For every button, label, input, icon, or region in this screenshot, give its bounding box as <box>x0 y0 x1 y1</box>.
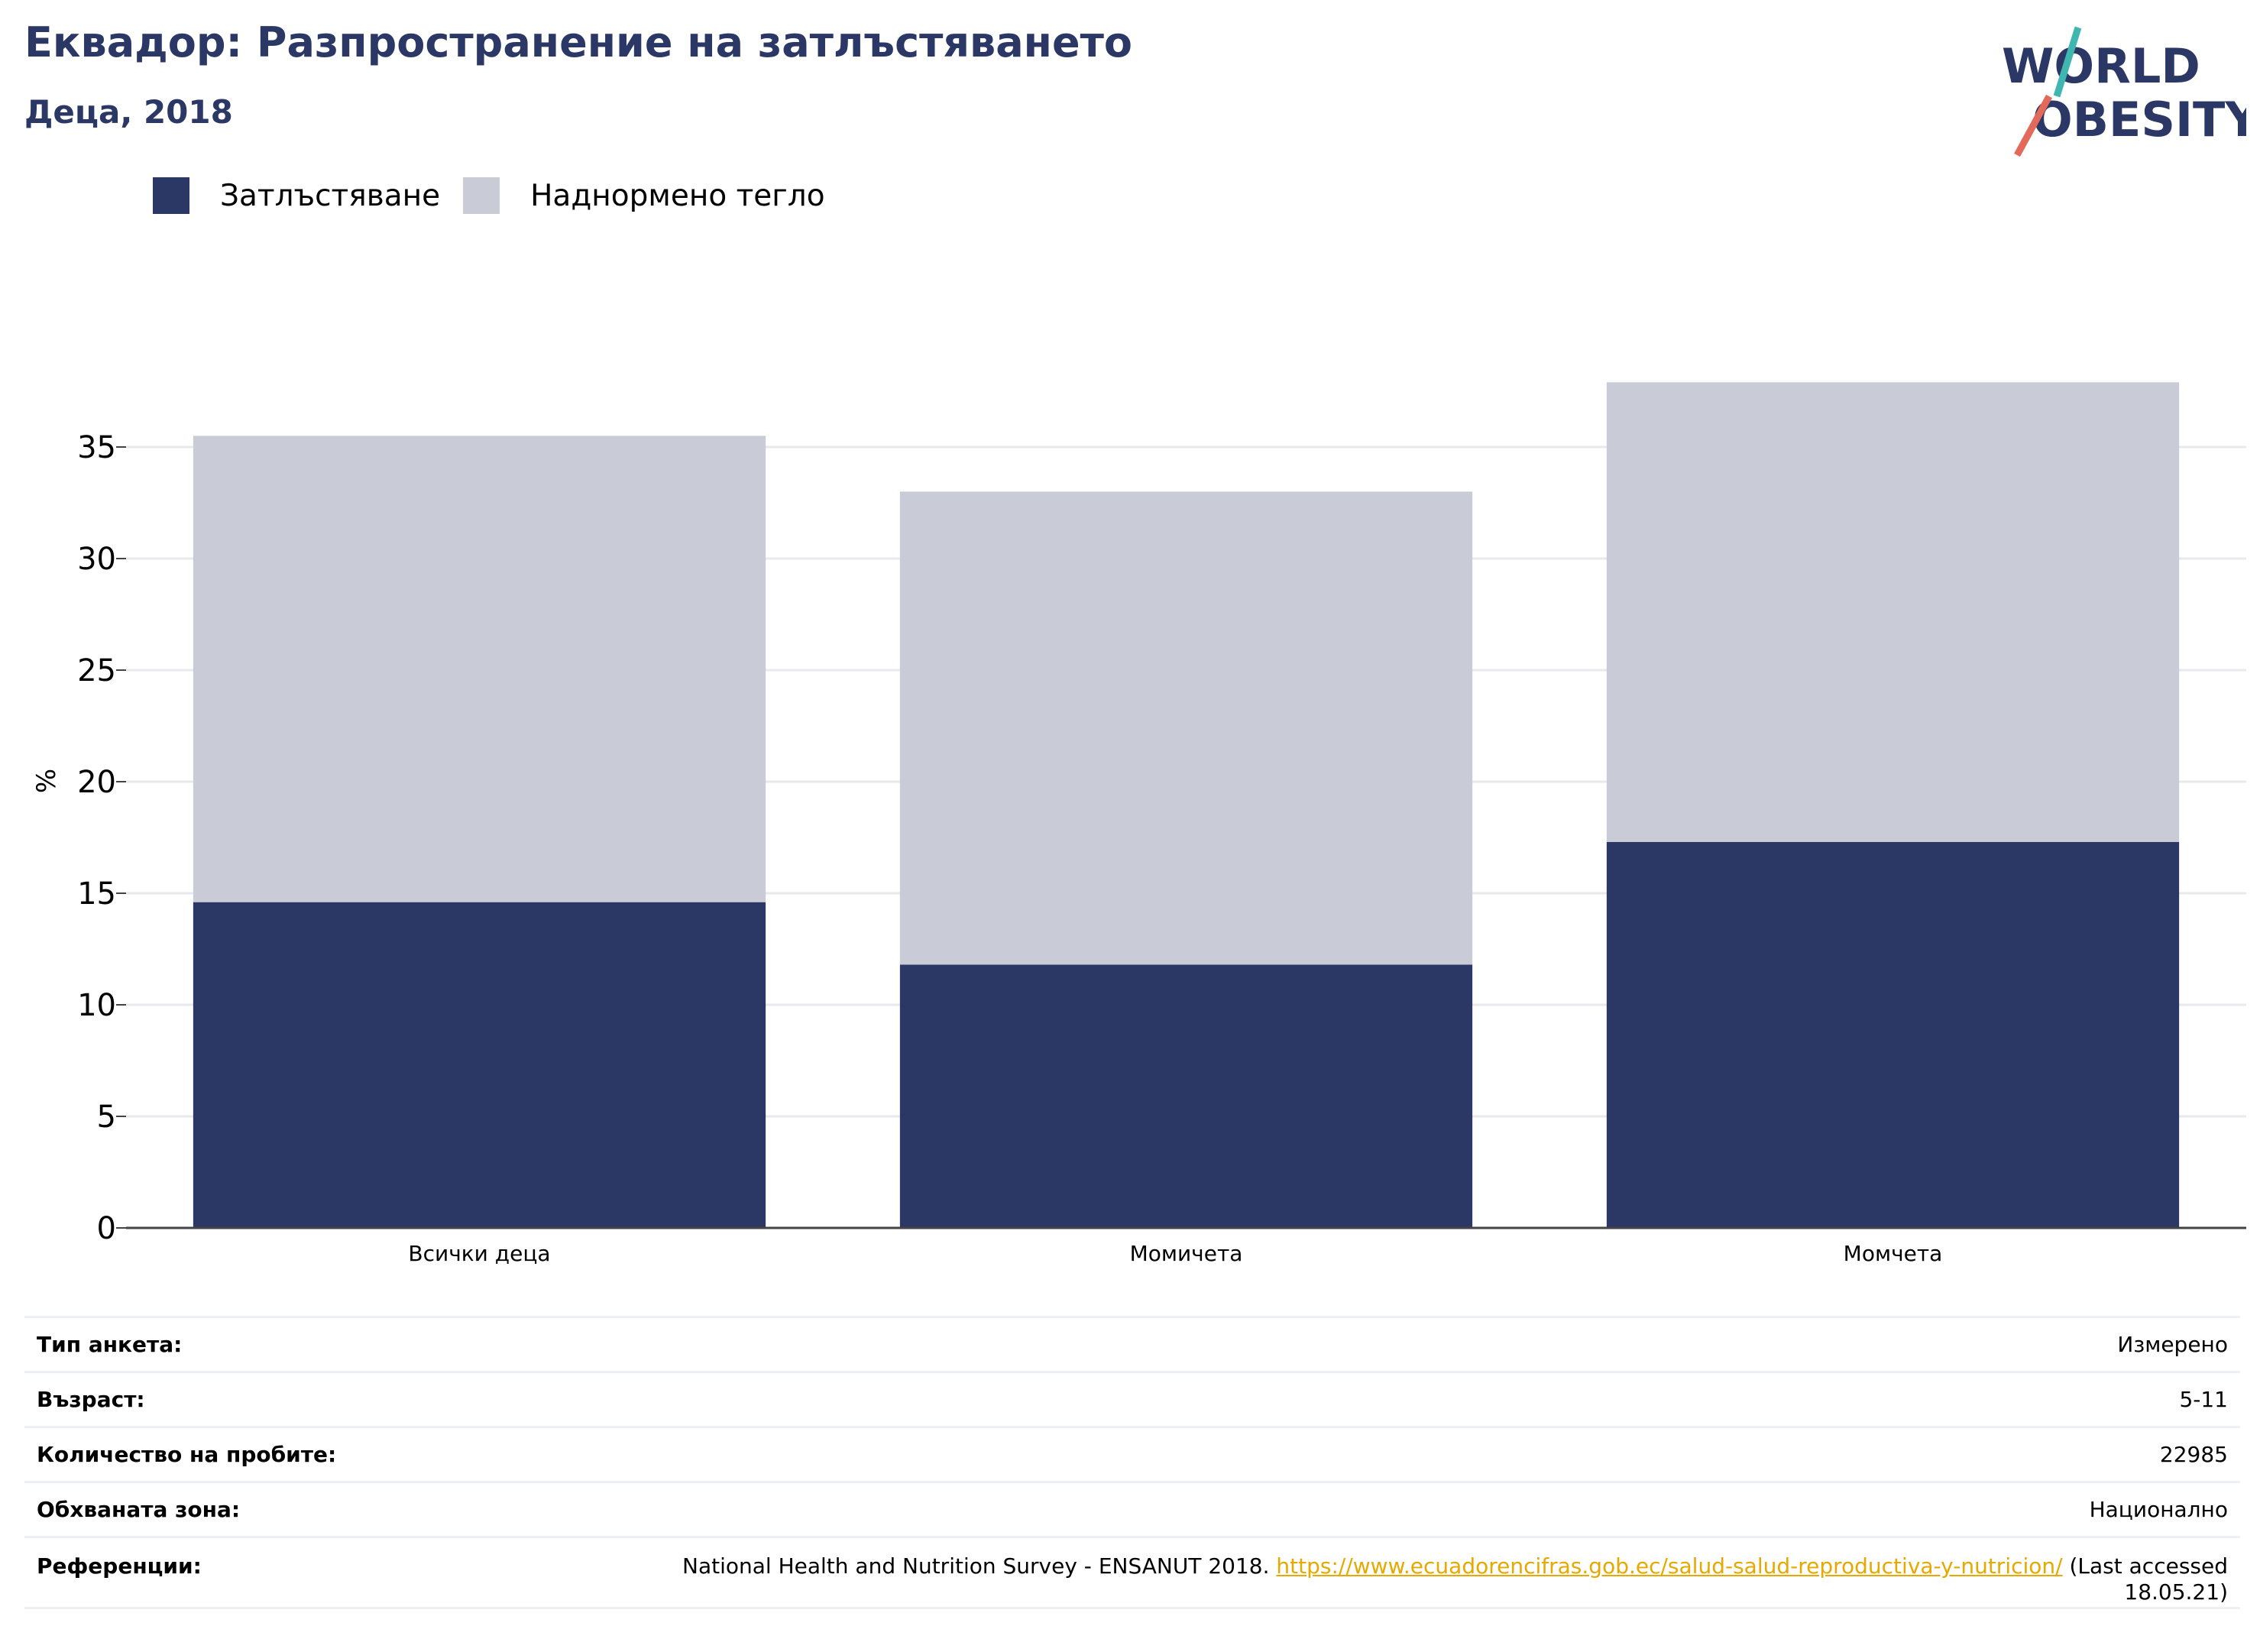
references-value: National Health and Nutrition Survey - E… <box>662 1553 2228 1605</box>
bar-overweight <box>1606 382 2180 842</box>
chart-subtitle: Деца, 2018 <box>24 93 233 131</box>
svg-text:WORLD: WORLD <box>2002 38 2200 94</box>
reference-text: National Health and Nutrition Survey - E… <box>682 1553 1270 1579</box>
legend-label-obesity: Затлъстяване <box>220 178 441 213</box>
x-tick-label: Момичета <box>1130 1241 1243 1266</box>
coverage-area-label: Обхваната зона: <box>37 1497 241 1522</box>
x-tick-label: Всички деца <box>408 1241 550 1266</box>
chart-legend: Затлъстяване Наднормено тегло <box>153 177 848 214</box>
sample-size-label: Количество на пробите: <box>37 1442 337 1467</box>
legend-swatch-obesity <box>153 177 189 214</box>
bar-obesity <box>193 902 766 1228</box>
chart-title: Еквадор: Разпространение на затлъстяване… <box>24 18 1132 66</box>
y-tick-label: 20 <box>77 765 116 800</box>
y-tick-label: 0 <box>97 1211 116 1246</box>
survey-info-table: Тип анкета: Измерено Възраст: 5-11 Колич… <box>24 1316 2240 1609</box>
y-tick-label: 25 <box>77 653 116 688</box>
info-row-age: Възраст: 5-11 <box>24 1371 2240 1426</box>
info-row-survey-type: Тип анкета: Измерено <box>24 1316 2240 1371</box>
info-row-sample-size: Количество на пробите: 22985 <box>24 1426 2240 1481</box>
y-tick-label: 35 <box>77 430 116 465</box>
info-row-references: Референции: National Health and Nutritio… <box>24 1536 2240 1609</box>
legend-label-overweight: Наднормено тегло <box>530 178 825 213</box>
reference-suffix: (Last accessed 18.05.21) <box>2069 1553 2229 1605</box>
legend-swatch-overweight <box>463 177 500 214</box>
y-tick-label: 10 <box>77 988 116 1023</box>
age-value: 5-11 <box>2179 1387 2228 1412</box>
references-label: Референции: <box>37 1553 202 1579</box>
info-row-coverage-area: Обхваната зона: Национално <box>24 1481 2240 1536</box>
bar-obesity <box>1606 841 2180 1228</box>
survey-type-label: Тип анкета: <box>37 1332 183 1357</box>
y-tick-label: 5 <box>97 1100 116 1135</box>
age-label: Възраст: <box>37 1387 145 1412</box>
x-tick-label: Момчета <box>1844 1241 1943 1266</box>
survey-type-value: Измерено <box>2117 1332 2228 1357</box>
bar-overweight <box>899 491 1473 965</box>
coverage-area-value: Национално <box>2089 1497 2228 1522</box>
svg-text:OBESITY: OBESITY <box>2032 92 2246 147</box>
stacked-bar-chart: 0 5 10 15 20 25 30 35% Всички деца Момичета Момчет… <box>31 382 2246 1266</box>
y-axis-label: % <box>31 769 62 793</box>
bar-overweight <box>193 436 766 902</box>
world-obesity-logo: WORLD OBESITY <box>2002 26 2246 157</box>
sample-size-value: 22985 <box>2159 1442 2228 1467</box>
y-tick-label: 15 <box>77 876 116 912</box>
y-tick-label: 30 <box>77 542 116 577</box>
legend-item-obesity: Затлъстяване <box>153 177 440 214</box>
legend-item-overweight: Наднормено тегло <box>463 177 825 214</box>
bar-obesity <box>899 964 1473 1228</box>
reference-link[interactable]: https://www.ecuadorencifras.gob.ec/salud… <box>1276 1553 2063 1579</box>
